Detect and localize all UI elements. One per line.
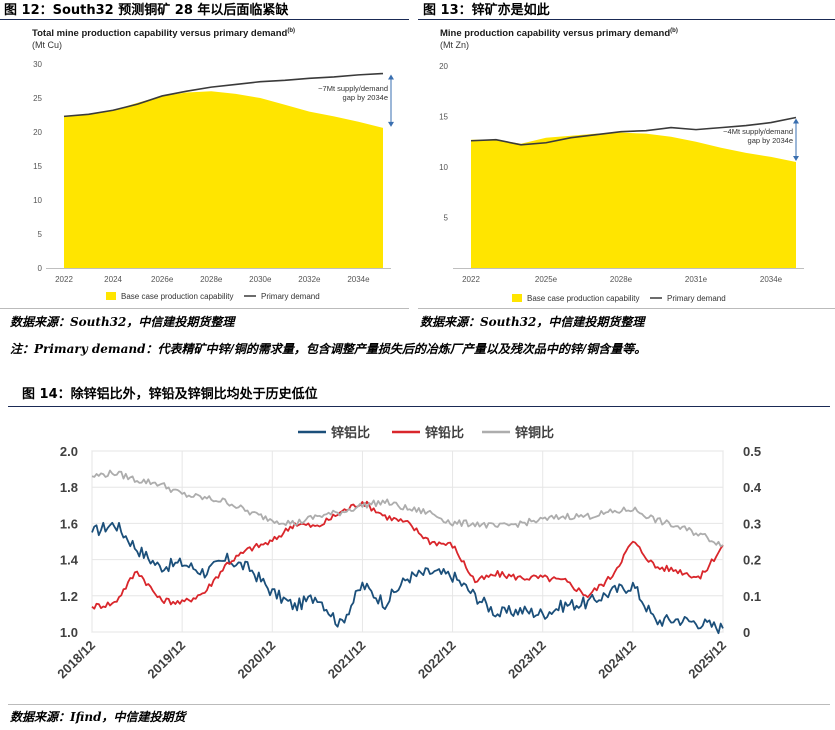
x-tick-label: 2026e <box>151 275 174 284</box>
y-tick-label: 30 <box>33 60 42 69</box>
chart-title-superscript: (b) <box>287 28 295 34</box>
right-y-tick-label: 0.5 <box>743 444 761 459</box>
y-tick-label: 10 <box>439 163 448 172</box>
fig12-chart: Total mine production capability versus … <box>32 28 394 301</box>
left-y-tick-label: 1.0 <box>60 625 78 640</box>
right-y-tick-label: 0.1 <box>743 589 761 604</box>
gap-arrow-head-up <box>388 74 394 80</box>
x-tick-label: 2034e <box>760 275 783 284</box>
y-tick-label: 5 <box>444 214 449 223</box>
right-y-tick-label: 0.2 <box>743 553 761 568</box>
x-tick-label: 2021/12 <box>325 638 369 682</box>
legend-label-1: 锌铝比 <box>331 425 370 440</box>
chart-title-superscript: (b) <box>670 28 678 34</box>
definition-note: 注：Primary demand：代表精矿中锌/铜的需求量，包含调整产量损失后的… <box>10 342 647 356</box>
chart-title: Mine production capability versus primar… <box>440 28 678 39</box>
chart-title: Total mine production capability versus … <box>32 28 295 39</box>
x-tick-label: 2022/12 <box>415 638 459 682</box>
fig12-title-rule <box>0 19 409 20</box>
right-y-tick-label: 0.3 <box>743 516 761 531</box>
y-tick-label: 10 <box>33 196 42 205</box>
primary-demand-line <box>470 116 797 146</box>
legend-label-line: Primary demand <box>667 294 726 303</box>
x-tick-label: 2031e <box>685 275 708 284</box>
fig14-source: 数据来源：Ifind，中信建投期货 <box>10 710 186 724</box>
x-tick-label: 2034e <box>347 275 370 284</box>
left-y-tick-label: 1.6 <box>60 516 78 531</box>
y-tick-label: 20 <box>33 128 42 137</box>
x-tick-label: 2022 <box>55 275 73 284</box>
gap-annotation-line2: gap by 2034e <box>343 93 388 102</box>
y-tick-label: 0 <box>38 264 43 273</box>
left-y-tick-label: 1.8 <box>60 480 78 495</box>
y-axis-unit: (Mt Cu) <box>32 40 62 50</box>
production-capability-area <box>471 132 796 268</box>
fig14-title: 图 14：除锌铝比外，锌铅及锌铜比均处于历史低位 <box>22 387 318 402</box>
x-tick-label: 2024 <box>104 275 122 284</box>
x-tick-label: 2032e <box>298 275 321 284</box>
x-tick-label: 2022 <box>462 275 480 284</box>
fig13-title-rule <box>418 19 835 20</box>
x-tick-label: 2019/12 <box>144 638 188 682</box>
right-y-tick-label: 0 <box>743 625 750 640</box>
x-tick-label: 2024/12 <box>595 638 639 682</box>
gap-annotation-line2: gap by 2034e <box>748 136 793 145</box>
y-tick-label: 15 <box>33 162 42 171</box>
fig14-title-rule <box>8 406 830 407</box>
y-tick-label: 5 <box>38 230 43 239</box>
fig13-source: 数据来源：South32，中信建投期货整理 <box>420 315 645 329</box>
series-line-1 <box>91 521 724 635</box>
x-tick-label: 2030e <box>249 275 272 284</box>
production-capability-area <box>64 91 383 268</box>
x-tick-label: 2023/12 <box>505 638 549 682</box>
fig12-source: 数据来源：South32，中信建投期货整理 <box>10 315 235 329</box>
series-line-2 <box>91 500 724 610</box>
y-tick-label: 25 <box>33 94 42 103</box>
legend-label-3: 锌铜比 <box>515 425 554 440</box>
x-tick-label: 2028e <box>200 275 223 284</box>
series-line-3 <box>91 469 724 548</box>
y-tick-label: 20 <box>439 62 448 71</box>
plot-frame <box>91 450 724 633</box>
fig13-bottom-rule <box>418 308 835 309</box>
fig14-bottom-rule <box>8 704 830 705</box>
left-y-tick-label: 1.2 <box>60 589 78 604</box>
x-tick-label: 2018/12 <box>54 638 98 682</box>
legend-swatch-area <box>512 294 522 302</box>
left-y-tick-label: 2.0 <box>60 444 78 459</box>
left-y-tick-label: 1.4 <box>60 553 79 568</box>
right-y-tick-label: 0.4 <box>743 480 762 495</box>
y-axis-unit: (Mt Zn) <box>440 40 469 50</box>
x-tick-label: 2028e <box>610 275 633 284</box>
gap-arrow-head-down <box>388 121 394 127</box>
legend-swatch-area <box>106 292 116 300</box>
fig13-chart: Mine production capability versus primar… <box>439 28 804 303</box>
x-tick-label: 2020/12 <box>235 638 279 682</box>
primary-demand-line <box>63 72 384 118</box>
y-tick-label: 15 <box>439 113 448 122</box>
legend-label-line: Primary demand <box>261 292 320 301</box>
fig14-chart: 1.0 1.2 1.4 1.6 1.8 2.0 0 0.1 0.2 0.3 0.4 0.5 2018/1… <box>54 425 762 682</box>
legend-label-2: 锌铅比 <box>425 425 464 440</box>
x-tick-label: 2025/12 <box>685 638 729 682</box>
gap-arrow-head-up <box>793 118 799 124</box>
x-tick-label: 2025e <box>535 275 558 284</box>
gap-annotation-line1: ~7Mt supply/demand <box>318 84 388 93</box>
fig12-bottom-rule <box>0 308 409 309</box>
legend-label-area: Base case production capability <box>527 294 640 303</box>
fig13-title: 图 13：锌矿亦是如此 <box>423 3 550 18</box>
gap-arrow-head-down <box>793 155 799 161</box>
fig12-title: 图 12：South32 预测铜矿 28 年以后面临紧缺 <box>4 3 289 18</box>
gap-annotation-line1: ~4Mt supply/demand <box>723 127 793 136</box>
legend-label-area: Base case production capability <box>121 292 234 301</box>
